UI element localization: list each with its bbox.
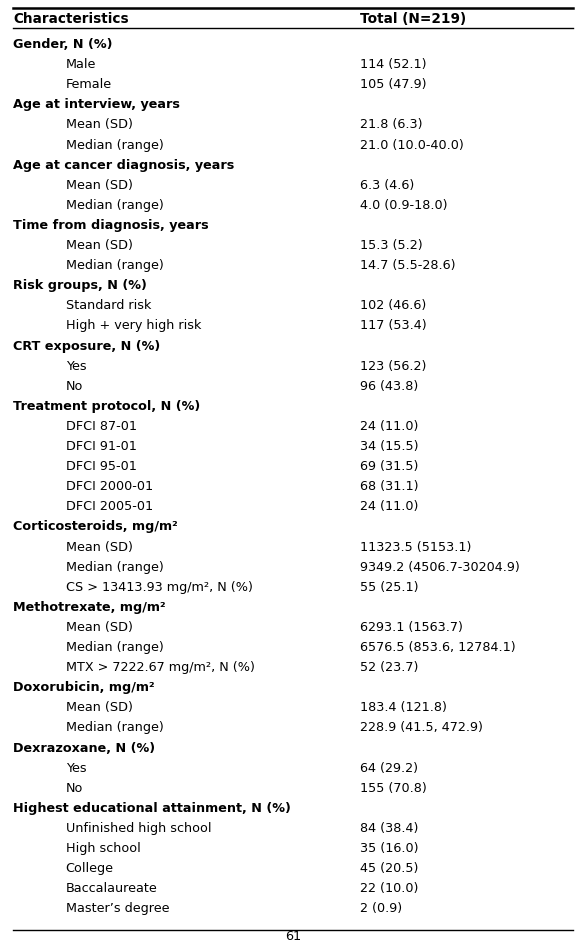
Text: Mean (SD): Mean (SD): [66, 621, 132, 634]
Text: 24 (11.0): 24 (11.0): [360, 420, 419, 433]
Text: 96 (43.8): 96 (43.8): [360, 380, 418, 393]
Text: 11323.5 (5153.1): 11323.5 (5153.1): [360, 541, 472, 553]
Text: No: No: [66, 380, 83, 393]
Text: 228.9 (41.5, 472.9): 228.9 (41.5, 472.9): [360, 722, 483, 735]
Text: High + very high risk: High + very high risk: [66, 319, 201, 332]
Text: Characteristics: Characteristics: [13, 12, 128, 26]
Text: DFCI 95-01: DFCI 95-01: [66, 460, 137, 474]
Text: DFCI 87-01: DFCI 87-01: [66, 420, 137, 433]
Text: Dexrazoxane, N (%): Dexrazoxane, N (%): [13, 742, 155, 755]
Text: 84 (38.4): 84 (38.4): [360, 822, 419, 835]
Text: Time from diagnosis, years: Time from diagnosis, years: [13, 219, 209, 232]
Text: Treatment protocol, N (%): Treatment protocol, N (%): [13, 400, 200, 413]
Text: Doxorubicin, mg/m²: Doxorubicin, mg/m²: [13, 681, 155, 694]
Text: 21.0 (10.0-40.0): 21.0 (10.0-40.0): [360, 138, 464, 152]
Text: 55 (25.1): 55 (25.1): [360, 581, 419, 594]
Text: CS > 13413.93 mg/m², N (%): CS > 13413.93 mg/m², N (%): [66, 581, 253, 594]
Text: 69 (31.5): 69 (31.5): [360, 460, 419, 474]
Text: Yes: Yes: [66, 360, 86, 372]
Text: 102 (46.6): 102 (46.6): [360, 299, 427, 313]
Text: Age at interview, years: Age at interview, years: [13, 98, 180, 112]
Text: Highest educational attainment, N (%): Highest educational attainment, N (%): [13, 802, 291, 814]
Text: Risk groups, N (%): Risk groups, N (%): [13, 279, 146, 293]
Text: 64 (29.2): 64 (29.2): [360, 761, 418, 775]
Text: Median (range): Median (range): [66, 561, 163, 574]
Text: Baccalaureate: Baccalaureate: [66, 883, 158, 895]
Text: 21.8 (6.3): 21.8 (6.3): [360, 118, 423, 132]
Text: Yes: Yes: [66, 761, 86, 775]
Text: College: College: [66, 862, 114, 875]
Text: Corticosteroids, mg/m²: Corticosteroids, mg/m²: [13, 521, 178, 533]
Text: No: No: [66, 781, 83, 795]
Text: 114 (52.1): 114 (52.1): [360, 58, 427, 71]
Text: High school: High school: [66, 842, 141, 855]
Text: CRT exposure, N (%): CRT exposure, N (%): [13, 340, 160, 352]
Text: Gender, N (%): Gender, N (%): [13, 38, 113, 51]
Text: 14.7 (5.5-28.6): 14.7 (5.5-28.6): [360, 259, 456, 272]
Text: 6576.5 (853.6, 12784.1): 6576.5 (853.6, 12784.1): [360, 641, 516, 654]
Text: Master’s degree: Master’s degree: [66, 902, 169, 916]
Text: 4.0 (0.9-18.0): 4.0 (0.9-18.0): [360, 199, 448, 212]
Text: 183.4 (121.8): 183.4 (121.8): [360, 702, 447, 714]
Text: 2 (0.9): 2 (0.9): [360, 902, 403, 916]
Text: Mean (SD): Mean (SD): [66, 118, 132, 132]
Text: DFCI 2005-01: DFCI 2005-01: [66, 500, 153, 513]
Text: Female: Female: [66, 79, 112, 91]
Text: Male: Male: [66, 58, 96, 71]
Text: 117 (53.4): 117 (53.4): [360, 319, 427, 332]
Text: 6293.1 (1563.7): 6293.1 (1563.7): [360, 621, 464, 634]
Text: MTX > 7222.67 mg/m², N (%): MTX > 7222.67 mg/m², N (%): [66, 661, 254, 674]
Text: 24 (11.0): 24 (11.0): [360, 500, 419, 513]
Text: 61: 61: [285, 930, 301, 943]
Text: 6.3 (4.6): 6.3 (4.6): [360, 179, 415, 191]
Text: 15.3 (5.2): 15.3 (5.2): [360, 239, 423, 252]
Text: Mean (SD): Mean (SD): [66, 239, 132, 252]
Text: Unfinished high school: Unfinished high school: [66, 822, 211, 835]
Text: Median (range): Median (range): [66, 722, 163, 735]
Text: Mean (SD): Mean (SD): [66, 702, 132, 714]
Text: DFCI 2000-01: DFCI 2000-01: [66, 480, 153, 493]
Text: 68 (31.1): 68 (31.1): [360, 480, 419, 493]
Text: Median (range): Median (range): [66, 138, 163, 152]
Text: Mean (SD): Mean (SD): [66, 179, 132, 191]
Text: 105 (47.9): 105 (47.9): [360, 79, 427, 91]
Text: Total (N=219): Total (N=219): [360, 12, 466, 26]
Text: 155 (70.8): 155 (70.8): [360, 781, 427, 795]
Text: Standard risk: Standard risk: [66, 299, 151, 313]
Text: Age at cancer diagnosis, years: Age at cancer diagnosis, years: [13, 158, 234, 171]
Text: Median (range): Median (range): [66, 641, 163, 654]
Text: 22 (10.0): 22 (10.0): [360, 883, 419, 895]
Text: 34 (15.5): 34 (15.5): [360, 440, 419, 453]
Text: Median (range): Median (range): [66, 199, 163, 212]
Text: 45 (20.5): 45 (20.5): [360, 862, 419, 875]
Text: 35 (16.0): 35 (16.0): [360, 842, 419, 855]
Text: Median (range): Median (range): [66, 259, 163, 272]
Text: DFCI 91-01: DFCI 91-01: [66, 440, 137, 453]
Text: Mean (SD): Mean (SD): [66, 541, 132, 553]
Text: 9349.2 (4506.7-30204.9): 9349.2 (4506.7-30204.9): [360, 561, 520, 574]
Text: Methotrexate, mg/m²: Methotrexate, mg/m²: [13, 600, 165, 614]
Text: 52 (23.7): 52 (23.7): [360, 661, 419, 674]
Text: 123 (56.2): 123 (56.2): [360, 360, 427, 372]
